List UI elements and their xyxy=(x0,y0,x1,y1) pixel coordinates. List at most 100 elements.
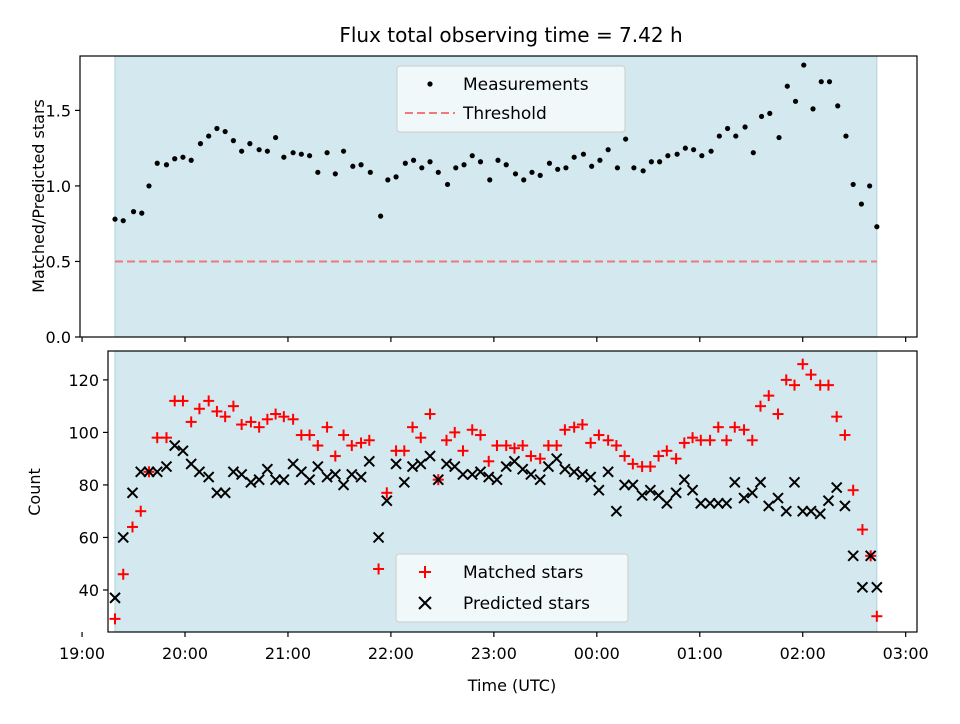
measurement-point xyxy=(222,128,228,135)
measurement-point xyxy=(665,153,671,159)
predicted-star-point xyxy=(109,592,121,604)
predicted-star-mark-b xyxy=(160,460,173,473)
predicted-star-point xyxy=(584,471,597,483)
predicted-star-mark-b xyxy=(169,439,181,452)
predicted-star-point xyxy=(618,479,631,491)
xtick-label: 20:00 xyxy=(162,644,208,663)
predicted-star-mark-b xyxy=(508,455,521,468)
matched-star-point xyxy=(287,413,299,425)
legend-measurements-label: Measurements xyxy=(463,75,589,95)
predicted-star-point xyxy=(661,497,673,510)
predicted-star-point xyxy=(466,468,478,481)
matched-star-point xyxy=(695,434,707,446)
predicted-star-mark-b xyxy=(449,460,461,473)
predicted-star-point xyxy=(261,463,274,475)
measurement-point xyxy=(623,136,629,142)
matched-star-point xyxy=(312,440,324,452)
measurement-point xyxy=(197,141,204,147)
matched-star-point xyxy=(457,445,469,457)
measurement-point xyxy=(776,134,782,141)
predicted-star-point xyxy=(321,471,333,483)
xtick-label: 23:00 xyxy=(471,644,517,663)
measurement-point xyxy=(427,159,433,165)
matched-star-point xyxy=(177,395,189,407)
predicted-star-point xyxy=(856,581,869,594)
top-ytick-label: 0.5 xyxy=(46,252,71,271)
predicted-star-point xyxy=(847,550,859,562)
xtick-label: 00:00 xyxy=(574,644,620,663)
measurement-point xyxy=(818,79,824,85)
measurement-point xyxy=(521,177,527,183)
predicted-star-mark-b xyxy=(618,479,631,491)
measurement-point xyxy=(315,169,321,175)
measurement-point xyxy=(172,156,178,162)
predicted-star-point xyxy=(636,489,648,502)
predicted-star-mark-b xyxy=(312,460,324,473)
matched-star-point xyxy=(185,416,197,428)
matched-stars-series xyxy=(109,358,883,625)
predicted-star-point xyxy=(235,468,248,481)
legend-threshold-label: Threshold xyxy=(462,104,547,124)
predicted-star-point xyxy=(406,460,419,473)
measurement-point xyxy=(835,103,841,109)
predicted-star-mark-b xyxy=(822,494,835,507)
predicted-star-point xyxy=(381,494,393,507)
measurement-point xyxy=(733,133,739,139)
matched-star-point xyxy=(644,461,656,473)
predicted-star-mark-b xyxy=(661,497,673,510)
matched-star-point xyxy=(211,405,223,417)
predicted-star-point xyxy=(312,460,324,473)
measurement-point xyxy=(139,210,145,216)
predicted-star-mark-b xyxy=(491,473,503,486)
predicted-star-point xyxy=(483,471,495,483)
predicted-star-point xyxy=(169,439,181,452)
predicted-star-point xyxy=(720,497,733,510)
measurement-point xyxy=(419,165,425,171)
predicted-star-mark-b xyxy=(474,466,487,478)
bottom-ytick-label: 120 xyxy=(68,371,99,390)
xtick-label: 01:00 xyxy=(677,644,723,663)
predicted-star-mark-b xyxy=(253,473,265,486)
predicted-star-point xyxy=(211,487,223,499)
x-axis-label: Time (UTC) xyxy=(467,676,556,695)
matched-star-point xyxy=(856,524,868,536)
predicted-star-mark-b xyxy=(729,476,741,489)
matched-star-point xyxy=(619,450,631,462)
predicted-star-mark-b xyxy=(559,463,571,475)
predicted-star-mark-b xyxy=(636,489,648,502)
measurement-point xyxy=(290,150,296,156)
predicted-star-point xyxy=(763,500,775,512)
predicted-star-point xyxy=(797,505,809,517)
xtick-label: 21:00 xyxy=(265,644,311,663)
predicted-star-point xyxy=(457,468,469,481)
matched-star-point xyxy=(398,445,410,457)
measurement-point xyxy=(826,79,833,85)
measurement-point xyxy=(563,165,569,171)
measurement-point xyxy=(393,174,399,180)
predicted-star-point xyxy=(219,487,231,499)
predicted-star-point xyxy=(805,505,817,517)
measurement-point xyxy=(487,177,493,183)
predicted-star-mark-b xyxy=(788,476,801,489)
predicted-star-mark-b xyxy=(483,471,495,483)
matched-star-point xyxy=(227,400,239,412)
predicted-star-point xyxy=(644,484,657,496)
predicted-star-mark-b xyxy=(797,505,809,517)
predicted-star-point xyxy=(550,452,563,465)
chart-title: Flux total observing time = 7.42 h xyxy=(339,23,682,47)
measurement-point xyxy=(843,133,849,139)
predicted-star-point xyxy=(415,458,427,470)
predicted-star-point xyxy=(346,468,358,481)
measurement-point xyxy=(742,124,748,130)
matched-star-point xyxy=(127,521,139,533)
predicted-stars-series xyxy=(109,439,883,604)
matched-star-point xyxy=(278,411,290,423)
predicted-star-point xyxy=(474,466,487,478)
top-x-ticks xyxy=(81,337,907,342)
predicted-star-mark-b xyxy=(780,505,792,517)
measurements-series xyxy=(112,62,880,230)
matched-star-point xyxy=(381,487,393,499)
matched-star-point xyxy=(721,434,733,446)
predicted-star-mark-b xyxy=(202,471,215,483)
